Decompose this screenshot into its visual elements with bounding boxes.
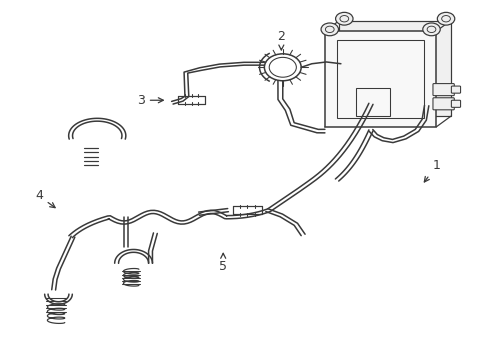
Circle shape <box>437 12 455 25</box>
FancyBboxPatch shape <box>433 84 454 96</box>
Text: 2: 2 <box>277 30 285 50</box>
FancyBboxPatch shape <box>340 21 451 116</box>
FancyBboxPatch shape <box>451 100 461 107</box>
Text: 5: 5 <box>219 253 227 273</box>
Circle shape <box>336 12 353 25</box>
Text: 4: 4 <box>35 189 55 208</box>
FancyBboxPatch shape <box>325 31 437 127</box>
FancyBboxPatch shape <box>433 98 454 110</box>
Text: 1: 1 <box>424 159 441 182</box>
Circle shape <box>423 23 440 36</box>
Text: 3: 3 <box>137 94 163 107</box>
Circle shape <box>321 23 339 36</box>
FancyBboxPatch shape <box>451 86 461 93</box>
